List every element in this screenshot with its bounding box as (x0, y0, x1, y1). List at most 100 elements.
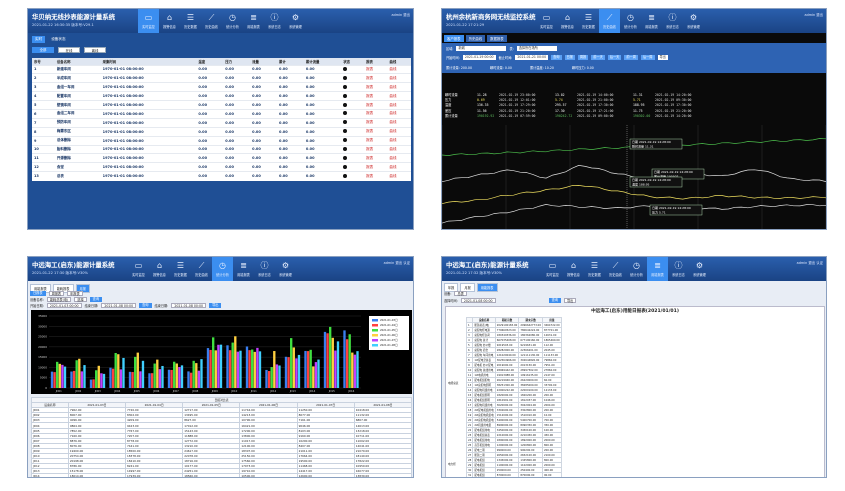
curve-link[interactable]: 曲线 (387, 162, 411, 172)
curve-link[interactable]: 曲线 (387, 135, 411, 146)
nav-realtime[interactable]: ▭ 实时监控 (132, 261, 145, 277)
user-logout[interactable]: admin 退出 认证 (383, 261, 410, 265)
report-link[interactable]: 报表 (364, 108, 388, 119)
tab-yearly[interactable]: 年报 (444, 283, 459, 292)
user-logout[interactable]: admin 退出 认证 (796, 261, 823, 265)
export-button[interactable]: 导出 (657, 55, 668, 60)
report-link[interactable]: 报表 (364, 82, 388, 92)
export-button[interactable]: 导出 (209, 303, 222, 308)
meter-select[interactable]: 选择所在场所 (516, 46, 557, 51)
nav-log[interactable]: ⓘ 系统日志 (258, 261, 271, 277)
curve-link[interactable]: 曲线 (387, 100, 411, 110)
curve-link[interactable]: 曲线 (387, 91, 411, 101)
nav-report[interactable]: ≣ 用能报表 (247, 13, 260, 29)
search-button[interactable]: 查询 (89, 297, 103, 302)
nav-report[interactable]: ≣ 用能报表 (647, 257, 668, 281)
start-date-input[interactable]: 2021-01-03 00:00 (46, 303, 82, 308)
report-link[interactable]: 报表 (364, 171, 388, 181)
nav-alarm[interactable]: ⌂ 报警信息 (153, 261, 166, 277)
curve-link[interactable]: 曲线 (387, 171, 411, 181)
curve-link[interactable]: 曲线 (387, 117, 411, 128)
nav-history[interactable]: ☰ 历史数据 (184, 13, 197, 29)
report-link[interactable]: 报表 (364, 126, 388, 137)
report-link[interactable]: 报表 (364, 153, 388, 163)
report-link[interactable]: 报表 (364, 135, 388, 146)
legend-series-name[interactable]: 压力 (445, 98, 452, 103)
next-week-button[interactable]: 后一周 (640, 55, 655, 60)
start-time-input[interactable]: 2021-01-19 00:00 (462, 55, 496, 60)
nav-stats[interactable]: ◷ 统计分析 (226, 13, 239, 29)
nav-log[interactable]: ⓘ 系统日志 (672, 261, 685, 277)
next-day-button[interactable]: 后一天 (607, 55, 622, 60)
end-date-input[interactable]: 2021-01-08 00:00 (101, 303, 137, 308)
tab-data-report[interactable]: 数据报表 (487, 35, 507, 42)
curve-link[interactable]: 曲线 (387, 82, 411, 92)
nav-realtime[interactable]: ▭ 实时监控 (540, 13, 553, 29)
nav-stats[interactable]: ◷ 统计分析 (630, 261, 643, 277)
curve-link[interactable]: 曲线 (387, 153, 411, 163)
tab-monthly[interactable]: 月报 (75, 284, 90, 293)
nav-stats[interactable]: ◷ 统计分析 (212, 257, 233, 281)
nav-curve[interactable]: ⟋ 历史曲线 (205, 13, 218, 29)
curve-link[interactable]: 曲线 (387, 144, 411, 154)
nav-stats[interactable]: ◷ 统计分析 (624, 13, 637, 29)
report-link[interactable]: 报表 (364, 73, 388, 83)
user-logout[interactable]: admin 退出 (391, 13, 410, 17)
weekly-button[interactable]: 周报 (577, 55, 589, 60)
daily-button[interactable]: 日报 (564, 55, 575, 60)
legend-label[interactable]: 2021-01-06日 (380, 333, 398, 337)
nav-admin[interactable]: ⚙ 系统管理 (279, 261, 292, 277)
prev-day-button[interactable]: 前一天 (591, 55, 605, 60)
end-date-input-2[interactable]: 2021-01-08 00:00 (171, 303, 207, 308)
nav-curve[interactable]: ⟋ 历史曲线 (599, 9, 620, 33)
nav-report[interactable]: ≣ 用能报表 (237, 261, 250, 277)
device-select[interactable]: 总表 (454, 291, 467, 296)
select-button[interactable]: 选择 (74, 297, 87, 302)
legend-label[interactable]: 2021-01-07日 (380, 338, 398, 342)
report-link[interactable]: 报表 (364, 100, 388, 110)
end-time-input[interactable]: 2021-01-21 00:00 (515, 55, 549, 60)
nav-admin[interactable]: ⚙ 系统管理 (693, 261, 706, 277)
offline-button[interactable]: 离线 (84, 47, 106, 53)
nav-curve[interactable]: ⟋ 历史曲线 (195, 261, 208, 277)
report-link[interactable]: 报表 (364, 144, 388, 154)
tab-energy-report[interactable]: 用能报表 (476, 283, 498, 292)
nav-alarm[interactable]: ⌂ 报警信息 (567, 261, 580, 277)
nav-log[interactable]: ⓘ 系统日志 (268, 13, 281, 29)
query-button[interactable]: 查询 (551, 55, 562, 60)
legend-label[interactable]: 2021-01-04日 (380, 323, 398, 327)
tab-history-curve[interactable]: 历史曲线 (465, 35, 486, 42)
nav-history[interactable]: ☰ 历史数据 (588, 261, 601, 277)
nav-admin[interactable]: ⚙ 系统管理 (687, 13, 700, 29)
legend-series-name[interactable]: 差压 (445, 108, 452, 113)
nav-realtime[interactable]: ▭ 实时监控 (546, 261, 559, 277)
tab-device-status[interactable]: 设备状态 (51, 37, 66, 41)
legend-label[interactable]: 2021-01-08日 (380, 343, 398, 347)
online-button[interactable]: 在线 (58, 47, 80, 53)
query-button[interactable]: 查询 (139, 303, 152, 308)
tab-customer-report[interactable]: 客户报表 (444, 35, 464, 42)
prev-week-button[interactable]: 前一周 (624, 55, 638, 60)
curve-link[interactable]: 曲线 (387, 73, 411, 83)
legend-label[interactable]: 2021-01-05日 (380, 328, 398, 332)
legend-label[interactable]: 2021-01-03日 (380, 318, 398, 322)
nav-curve[interactable]: ⟋ 历史曲线 (609, 261, 622, 277)
tab-daily[interactable]: 日报表 (30, 291, 46, 296)
report-link[interactable]: 报表 (364, 162, 388, 172)
nav-report[interactable]: ≣ 用能报表 (645, 13, 658, 29)
export-button[interactable]: 导出 (563, 298, 577, 303)
legend-series-name[interactable]: 瞬时流量 (445, 93, 458, 97)
nav-log[interactable]: ⓘ 系统日志 (666, 13, 679, 29)
curve-link[interactable]: 曲线 (387, 64, 411, 74)
report-link[interactable]: 报表 (364, 117, 388, 128)
legend-series-name[interactable]: 温度 (445, 103, 452, 108)
report-link[interactable]: 报表 (364, 91, 388, 101)
device-select[interactable]: 能耗总表(电) (46, 297, 72, 302)
time-input[interactable]: 2021-01-08 00:00 (460, 298, 496, 303)
query-button[interactable]: 查询 (548, 298, 561, 303)
legend-series-name[interactable]: 累计流量 (445, 113, 458, 118)
nav-realtime[interactable]: ▭ 实时监控 (138, 9, 159, 33)
nav-alarm[interactable]: ⌂ 报警信息 (561, 13, 574, 29)
tab-realtime[interactable]: 实时 (32, 36, 46, 43)
all-button[interactable]: 全部 (32, 47, 54, 53)
